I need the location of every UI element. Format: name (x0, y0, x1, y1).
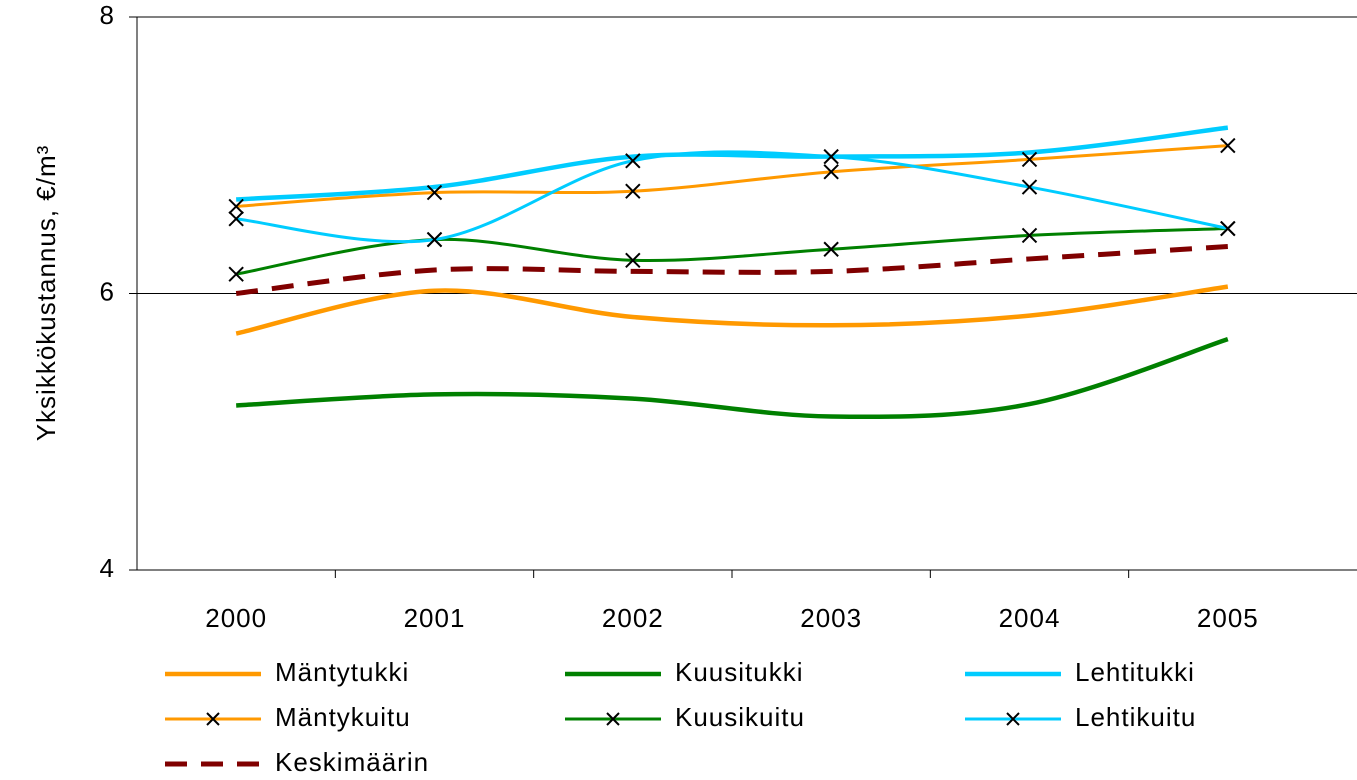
legend-label: Mäntykuitu (275, 702, 411, 732)
legend-label: Keskimäärin (275, 747, 429, 777)
marker (426, 231, 443, 248)
legend-marker (606, 712, 620, 726)
series-line (235, 243, 1228, 296)
legend-label: Lehtikuitu (1075, 702, 1196, 732)
x-tick-label: 2004 (999, 603, 1061, 633)
marker (426, 184, 443, 201)
marker (1220, 137, 1236, 154)
series-line (235, 227, 1228, 276)
marker (1220, 220, 1236, 237)
legend-label: Kuusikuitu (675, 702, 805, 732)
marker (1021, 179, 1038, 195)
legend-label: Kuusitukki (675, 657, 804, 687)
legend-marker (206, 712, 220, 726)
x-tick-label: 2003 (800, 603, 862, 633)
marker (625, 153, 641, 169)
marker (625, 183, 641, 199)
marker (1021, 227, 1038, 244)
series-line (235, 284, 1229, 336)
y-axis-label: Yksikkökustannus, €/m³ (31, 145, 61, 442)
marker (823, 241, 839, 257)
x-tick-label: 2000 (205, 603, 267, 633)
legend-marker (1006, 712, 1020, 726)
x-tick-label: 2005 (1197, 603, 1259, 633)
marker (228, 198, 244, 215)
series-line (236, 144, 1228, 208)
y-tick-label: 6 (100, 276, 115, 306)
legend-label: Mäntytukki (275, 657, 409, 687)
x-tick-label: 2001 (404, 603, 466, 633)
marker (228, 211, 244, 227)
legend-label: Lehtitukki (1075, 657, 1195, 687)
series-line (236, 336, 1229, 420)
y-tick-label: 8 (100, 0, 115, 30)
x-tick-label: 2002 (602, 603, 664, 633)
marker (823, 148, 839, 165)
marker (625, 252, 641, 269)
series-line (236, 125, 1229, 202)
marker (1021, 151, 1038, 168)
marker (823, 164, 839, 180)
marker (228, 266, 244, 282)
y-tick-label: 4 (100, 553, 115, 583)
series-line (236, 150, 1229, 244)
